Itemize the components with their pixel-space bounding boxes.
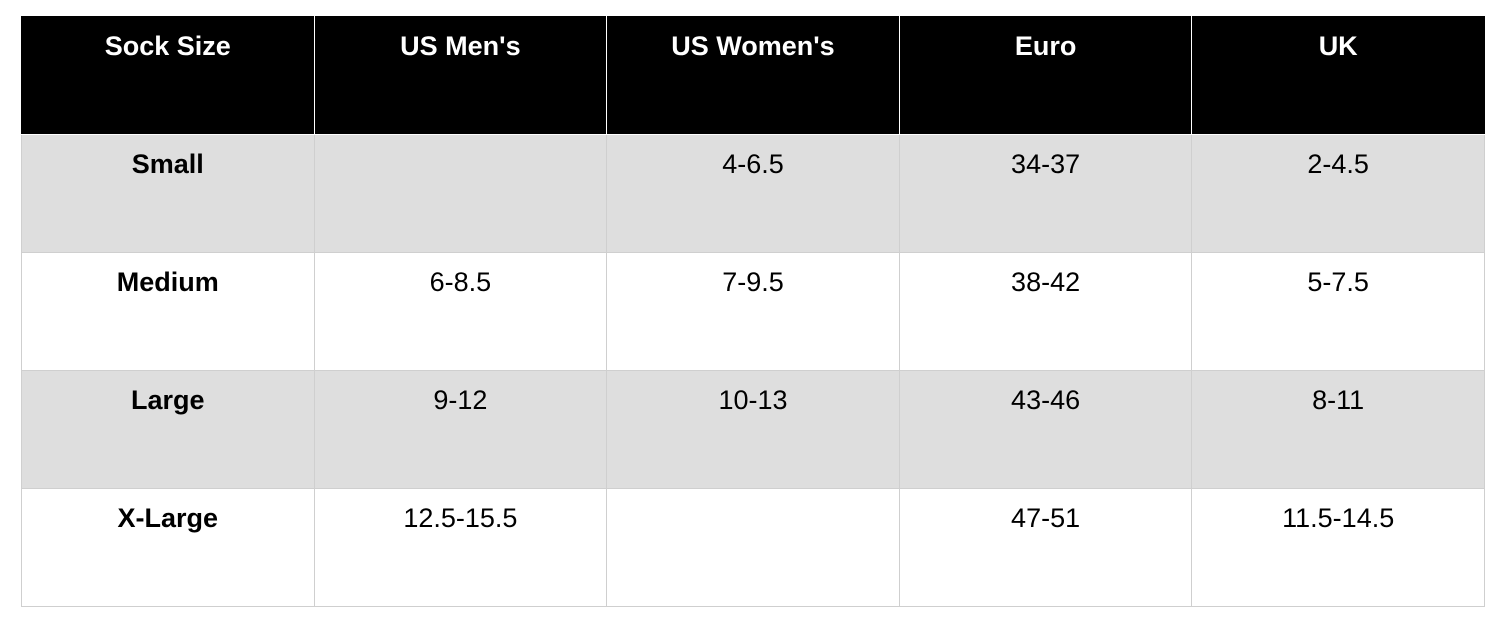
header-cell: Euro (898, 16, 1193, 135)
size-table: Sock Size US Men's US Women's Euro UK Small 4… (21, 16, 1485, 607)
table-row: Large 9-12 10-13 43-46 8-11 (21, 370, 1485, 489)
table-cell: 43-46 (898, 370, 1193, 489)
header-cell: UK (1191, 16, 1485, 135)
header-cell: US Women's (606, 16, 900, 135)
table-cell: 7-9.5 (606, 252, 900, 371)
header-cell: US Men's (313, 16, 608, 135)
row-label: X-Large (21, 488, 315, 607)
table-cell: 34-37 (898, 134, 1193, 253)
table-cell (313, 134, 608, 253)
row-label: Medium (21, 252, 315, 371)
table-cell: 38-42 (898, 252, 1193, 371)
header-row: Sock Size US Men's US Women's Euro UK (21, 16, 1485, 135)
table-cell: 6-8.5 (313, 252, 608, 371)
table-cell: 9-12 (313, 370, 608, 489)
table-body: Small 4-6.5 34-37 2-4.5 Medium 6-8.5 7-9.5 38-4… (21, 134, 1485, 607)
table-cell: 10-13 (606, 370, 900, 489)
table-cell: 47-51 (898, 488, 1193, 607)
table-row: Small 4-6.5 34-37 2-4.5 (21, 134, 1485, 253)
row-label: Small (21, 134, 315, 253)
table-cell: 11.5-14.5 (1191, 488, 1485, 607)
table-cell: 5-7.5 (1191, 252, 1485, 371)
table-row: X-Large 12.5-15.5 47-51 11.5-14.5 (21, 488, 1485, 607)
table-row: Medium 6-8.5 7-9.5 38-42 5-7.5 (21, 252, 1485, 371)
table-cell (606, 488, 900, 607)
table-cell: 12.5-15.5 (313, 488, 608, 607)
header-cell: Sock Size (21, 16, 315, 135)
table-cell: 2-4.5 (1191, 134, 1485, 253)
row-label: Large (21, 370, 315, 489)
table-cell: 8-11 (1191, 370, 1485, 489)
table-cell: 4-6.5 (606, 134, 900, 253)
